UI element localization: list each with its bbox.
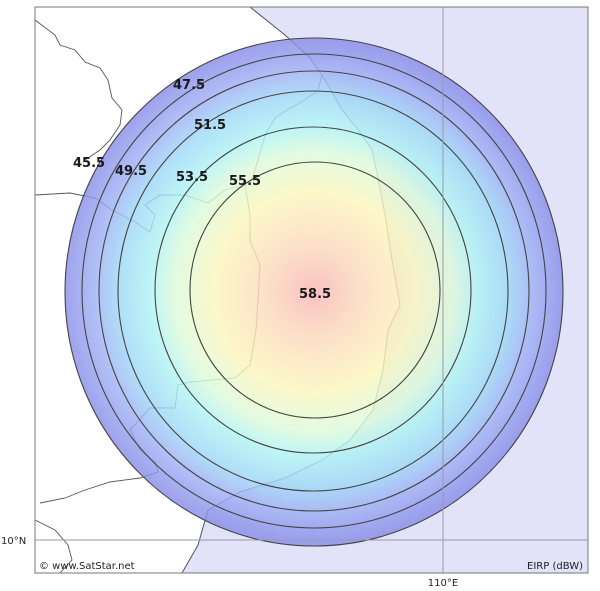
longitude-label: 110°E	[428, 578, 458, 589]
contour-label-53-5: 53.5	[176, 170, 208, 185]
contour-label-47-5: 47.5	[173, 78, 205, 93]
peak-label: 58.5	[299, 287, 331, 302]
contour-49-5	[98, 70, 530, 512]
contour-53-5	[154, 126, 472, 454]
border-line	[35, 519, 73, 573]
latitude-label: 10°N	[1, 536, 26, 547]
legend-unit: EIRP (dBW)	[527, 561, 583, 572]
contour-45-5	[64, 37, 564, 547]
copyright-text: © www.SatStar.net	[39, 561, 135, 572]
beam-coverage	[65, 38, 563, 546]
contour-rings	[64, 37, 564, 547]
border-line	[35, 19, 123, 161]
contour-label-55-5: 55.5	[229, 174, 261, 189]
contour-51-5	[117, 90, 509, 492]
contour-55-5	[189, 161, 441, 419]
contour-47-5	[81, 53, 547, 529]
contour-label-51-5: 51.5	[194, 118, 226, 133]
contour-label-45-5: 45.5	[73, 156, 105, 171]
map-border	[34, 6, 589, 574]
contour-label-49-5: 49.5	[115, 164, 147, 179]
